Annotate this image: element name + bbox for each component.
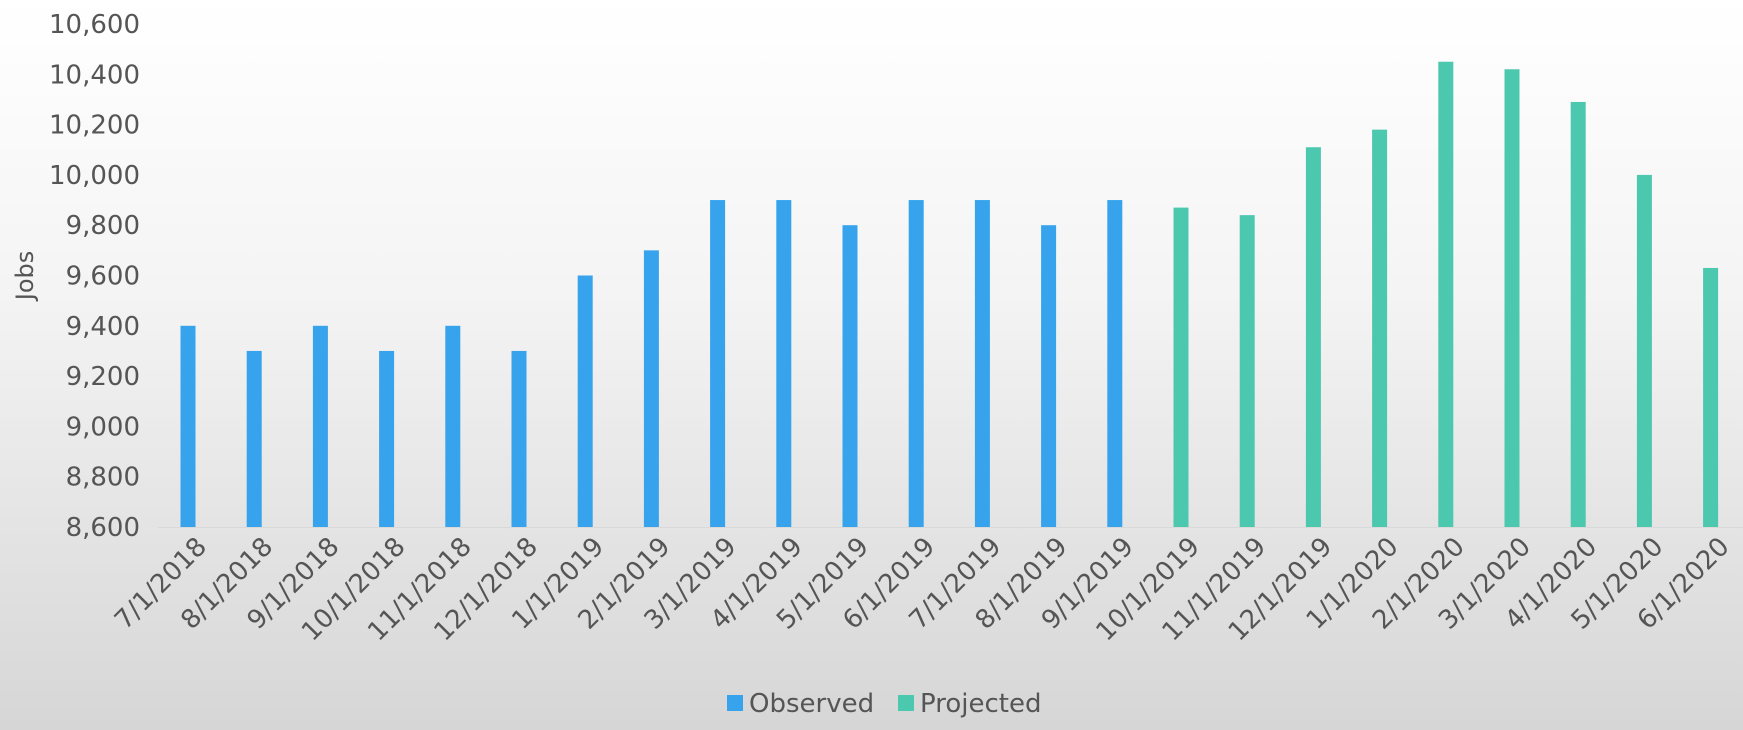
bar-observed xyxy=(974,200,990,528)
bar-observed xyxy=(776,200,792,528)
bar-observed xyxy=(379,350,395,527)
bar-projected xyxy=(1173,207,1189,527)
y-tick-label: 10,400 xyxy=(49,60,140,90)
bar-projected xyxy=(1305,147,1321,528)
legend-swatch-projected xyxy=(898,695,914,711)
bar-observed xyxy=(908,200,924,528)
bar-projected xyxy=(1239,215,1255,527)
y-tick-label: 10,600 xyxy=(49,10,140,40)
bar-observed xyxy=(577,275,593,527)
bar-observed xyxy=(312,325,328,527)
legend-label-projected: Projected xyxy=(920,689,1041,719)
bar-observed xyxy=(246,350,262,527)
bar-observed xyxy=(180,325,196,527)
y-tick-label: 9,000 xyxy=(66,412,140,442)
bar-projected xyxy=(1504,69,1520,528)
bar-observed xyxy=(1107,200,1123,528)
y-tick-label: 9,400 xyxy=(66,312,140,342)
y-axis-title: Jobs xyxy=(11,251,39,303)
y-tick-label: 9,200 xyxy=(66,362,140,392)
bar-projected xyxy=(1636,174,1652,527)
bar-projected xyxy=(1570,101,1586,527)
legend-swatch-observed xyxy=(727,695,743,711)
y-tick-label: 10,200 xyxy=(49,111,140,141)
y-tick-label: 9,600 xyxy=(66,262,140,292)
bar-observed xyxy=(842,225,858,527)
legend-label-observed: Observed xyxy=(749,689,874,719)
bar-observed xyxy=(710,200,726,528)
bar-projected xyxy=(1438,61,1454,527)
bar-projected xyxy=(1703,267,1719,527)
bar-observed xyxy=(445,325,461,527)
bar-observed xyxy=(643,250,659,527)
y-tick-label: 9,800 xyxy=(66,211,140,241)
y-tick-label: 8,600 xyxy=(66,513,140,543)
y-tick-label: 10,000 xyxy=(49,161,140,191)
bar-observed xyxy=(1041,225,1057,527)
bar-projected xyxy=(1372,129,1388,527)
y-tick-label: 8,800 xyxy=(66,463,140,493)
bar-observed xyxy=(511,350,527,527)
